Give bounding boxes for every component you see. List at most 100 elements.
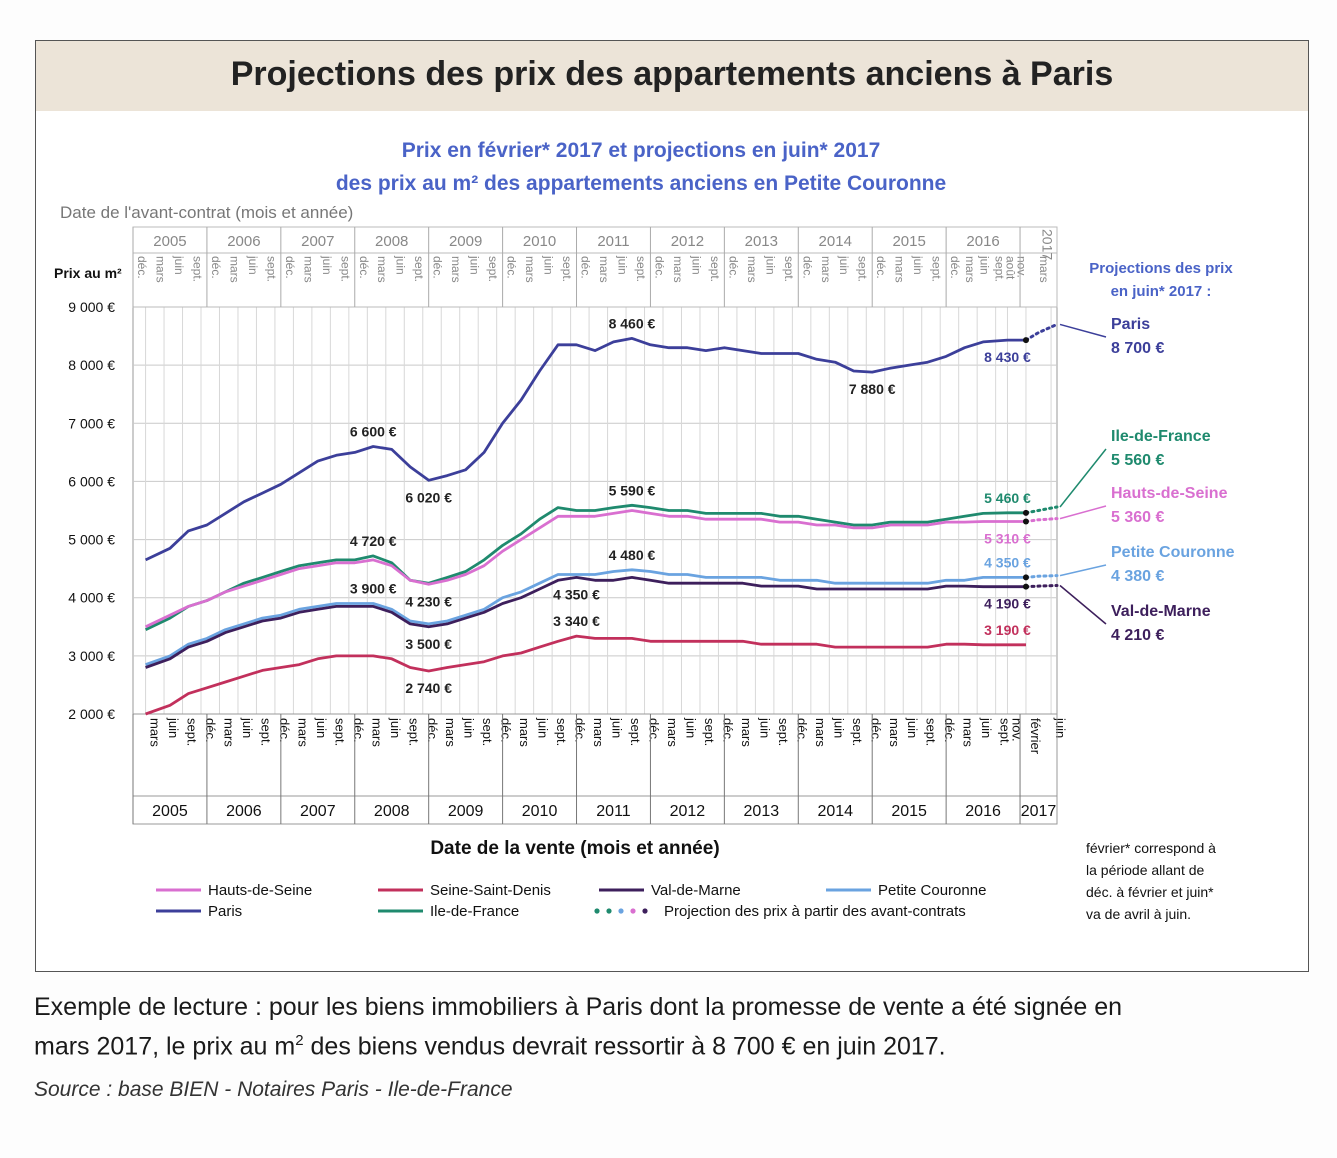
top-month-label: mars xyxy=(449,256,463,283)
top-year-label: 2016 xyxy=(966,233,999,250)
projection-leader-line xyxy=(1059,584,1107,625)
x-month-label: sept. xyxy=(185,718,200,746)
value-annotation: 4 480 € xyxy=(609,547,656,563)
series-line-paris xyxy=(144,336,1026,562)
legend-label: Petite Couronne xyxy=(878,882,986,899)
footnote-line: février* correspond à xyxy=(1086,840,1216,856)
x-month-label: juin xyxy=(462,717,477,738)
projection-leader-line xyxy=(1059,448,1107,508)
top-month-label: sept. xyxy=(412,256,426,282)
legend-label: Ile-de-France xyxy=(430,903,519,920)
top-month-label: juin xyxy=(394,255,408,275)
top-month-label: juin xyxy=(615,255,629,275)
top-month-label: juin xyxy=(542,255,556,275)
x-month-label: mars xyxy=(665,718,680,747)
caption-line2-a: mars 2017, le prix au m xyxy=(34,1032,296,1061)
y-tick-label: 7 000 € xyxy=(68,415,115,431)
series-line-val-de-marne xyxy=(145,576,1026,669)
top-year-label: 2005 xyxy=(153,233,186,250)
value-annotation: 8 460 € xyxy=(609,315,656,331)
y-tick-label: 9 000 € xyxy=(68,299,115,315)
value-annotation: 3 190 € xyxy=(984,622,1031,638)
x-month-label: déc. xyxy=(203,718,218,743)
x-month-label: déc. xyxy=(573,718,588,743)
x-year-label: 2014 xyxy=(817,803,853,820)
x-month-label: sept. xyxy=(628,718,643,746)
x-year-label: 2008 xyxy=(374,803,410,820)
top-month-label: mars xyxy=(819,256,833,283)
projection-start-dot xyxy=(1022,509,1029,516)
x-month-label: juin xyxy=(905,717,920,738)
projection-start-dot xyxy=(1022,583,1029,590)
top-month-label: déc. xyxy=(579,256,593,279)
legend-label: Seine-Saint-Denis xyxy=(430,882,551,899)
y-axis-label: Prix au m² xyxy=(54,265,122,281)
value-annotation: 8 430 € xyxy=(984,349,1031,365)
legend-projection-dot xyxy=(606,908,612,914)
top-month-label: sept. xyxy=(856,256,870,282)
x-month-label: mars xyxy=(961,718,976,747)
x-month-label: mars xyxy=(369,718,384,747)
top-month-label: mars xyxy=(671,256,685,283)
chart-subtitle-line2: des prix au m² des appartements anciens … xyxy=(335,172,947,195)
top-year-label: 2006 xyxy=(227,233,260,250)
y-tick-label: 4 000 € xyxy=(68,590,115,606)
projection-label-name: Petite Couronne xyxy=(1111,544,1235,561)
x-year-label: 2011 xyxy=(596,803,631,820)
x-month-label: juin xyxy=(1053,717,1068,738)
x-month-label: juin xyxy=(610,717,625,738)
x-month-label: déc. xyxy=(499,718,514,743)
x-year-label: 2017 xyxy=(1021,803,1057,820)
top-month-label: déc. xyxy=(726,256,740,279)
value-annotation: 3 340 € xyxy=(553,613,600,629)
caption-line2-b: des biens vendus devrait ressortir à 8 7… xyxy=(303,1032,946,1061)
top-month-label: juin xyxy=(468,255,482,275)
projection-line-ile-de-france xyxy=(1024,505,1059,515)
x-month-label: mars xyxy=(517,718,532,747)
top-month-label: mars xyxy=(153,256,167,283)
x-month-label: juin xyxy=(683,717,698,738)
legend-projection-dot xyxy=(594,908,600,914)
top-axis-label: Date de l'avant-contrat (mois et année) xyxy=(60,203,353,222)
caption-line1: Exemple de lecture : pour les biens immo… xyxy=(34,993,1123,1021)
series-line-hauts-de-seine xyxy=(144,509,1026,629)
top-month-label: mars xyxy=(963,256,977,283)
x-month-label: mars xyxy=(148,718,163,747)
source-note: Source : base BIEN - Notaires Paris - Il… xyxy=(34,1078,513,1101)
x-year-label: 2005 xyxy=(152,803,188,820)
projection-leader-line xyxy=(1059,564,1107,577)
top-month-label: juin xyxy=(911,255,925,275)
projections-heading-line1: Projections des prix xyxy=(1089,260,1233,277)
top-month-label: sept. xyxy=(190,256,204,282)
projection-line-hauts-de-seine xyxy=(1024,517,1059,523)
projection-label-value: 5 560 € xyxy=(1111,452,1164,469)
top-month-label: mars xyxy=(375,256,389,283)
projection-line-paris xyxy=(1024,322,1059,342)
y-tick-label: 6 000 € xyxy=(68,473,115,489)
top-month-label: déc. xyxy=(652,256,666,279)
x-month-label: sept. xyxy=(998,718,1013,746)
top-month-label: mars xyxy=(227,256,241,283)
top-month-label: sept. xyxy=(264,256,278,282)
main-title: Projections des prix des appartements an… xyxy=(230,55,1114,93)
projection-start-dot xyxy=(1022,574,1029,581)
x-month-label: juin xyxy=(166,717,181,738)
x-year-label: 2013 xyxy=(744,803,780,820)
top-year-label: 2015 xyxy=(892,233,925,250)
x-month-label: déc. xyxy=(794,718,809,743)
x-axis-label: Date de la vente (mois et année) xyxy=(430,838,719,859)
x-month-label: sept. xyxy=(332,718,347,746)
x-month-label: février xyxy=(1028,718,1043,755)
value-annotation: 3 900 € xyxy=(350,581,397,597)
series-line-seine-saint-denis xyxy=(145,634,1026,716)
value-annotation: 5 460 € xyxy=(984,490,1031,506)
x-month-label: mars xyxy=(295,718,310,747)
top-year-label: 2017 xyxy=(1040,229,1056,260)
top-month-label: mars xyxy=(893,256,907,283)
y-tick-label: 3 000 € xyxy=(68,648,115,664)
top-year-label: 2009 xyxy=(449,233,482,250)
top-month-label: déc. xyxy=(283,256,297,279)
x-year-label: 2009 xyxy=(448,803,484,820)
value-annotation: 2 740 € xyxy=(405,680,452,696)
x-year-label: 2007 xyxy=(300,803,336,820)
